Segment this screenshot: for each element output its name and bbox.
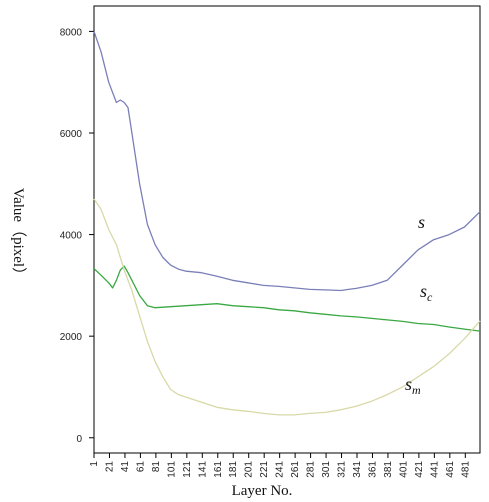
series-annotation: sc [420, 281, 433, 304]
x-tick-label: 181 [228, 461, 239, 478]
x-tick-label: 221 [259, 461, 270, 478]
x-tick-label: 441 [429, 461, 440, 478]
x-tick-label: 241 [275, 461, 286, 478]
series-line-sm [93, 198, 481, 416]
x-tick-label: 101 [166, 461, 177, 478]
y-axis-ticks: 0 2000 4000 6000 8000 [60, 27, 94, 445]
x-tick-label: 21 [104, 461, 115, 473]
x-tick-label: 161 [213, 461, 224, 478]
y-tick-label: 6000 [60, 129, 83, 140]
x-tick-label: 261 [290, 461, 301, 478]
x-tick-label: 341 [352, 461, 363, 478]
series-line-s [93, 31, 481, 292]
x-tick-label: 1 [89, 461, 100, 467]
x-axis-ticks: 1 21 41 61 81 101 121 141 161 181 201 221 241 261 281 3… [89, 453, 471, 478]
x-tick-label: 81 [151, 461, 162, 473]
x-tick-label: 361 [367, 461, 378, 478]
series-group [93, 31, 481, 416]
series-annotation: sm [405, 374, 421, 397]
x-tick-label: 321 [337, 461, 348, 478]
x-tick-label: 301 [321, 461, 332, 478]
y-tick-label: 0 [76, 434, 82, 445]
series-annotation: s [418, 212, 425, 232]
x-tick-label: 461 [445, 461, 456, 478]
series-annotations: s sc sm [405, 212, 433, 397]
x-tick-label: 41 [120, 461, 131, 473]
x-tick-label: 421 [414, 461, 425, 478]
y-tick-label: 4000 [60, 231, 83, 242]
x-tick-label: 121 [182, 461, 193, 478]
x-tick-label: 401 [398, 461, 409, 478]
y-tick-label: 2000 [60, 332, 83, 343]
x-tick-label: 381 [383, 461, 394, 478]
x-tick-label: 281 [306, 461, 317, 478]
x-tick-label: 141 [197, 461, 208, 478]
series-line-sc [93, 265, 481, 332]
y-axis-title: Value（pixel） [10, 188, 27, 282]
y-tick-label: 8000 [60, 27, 83, 38]
x-tick-label: 201 [244, 461, 255, 478]
x-tick-label: 61 [135, 461, 146, 473]
x-axis-title: Layer No. [232, 483, 293, 499]
x-tick-label: 481 [460, 461, 471, 478]
